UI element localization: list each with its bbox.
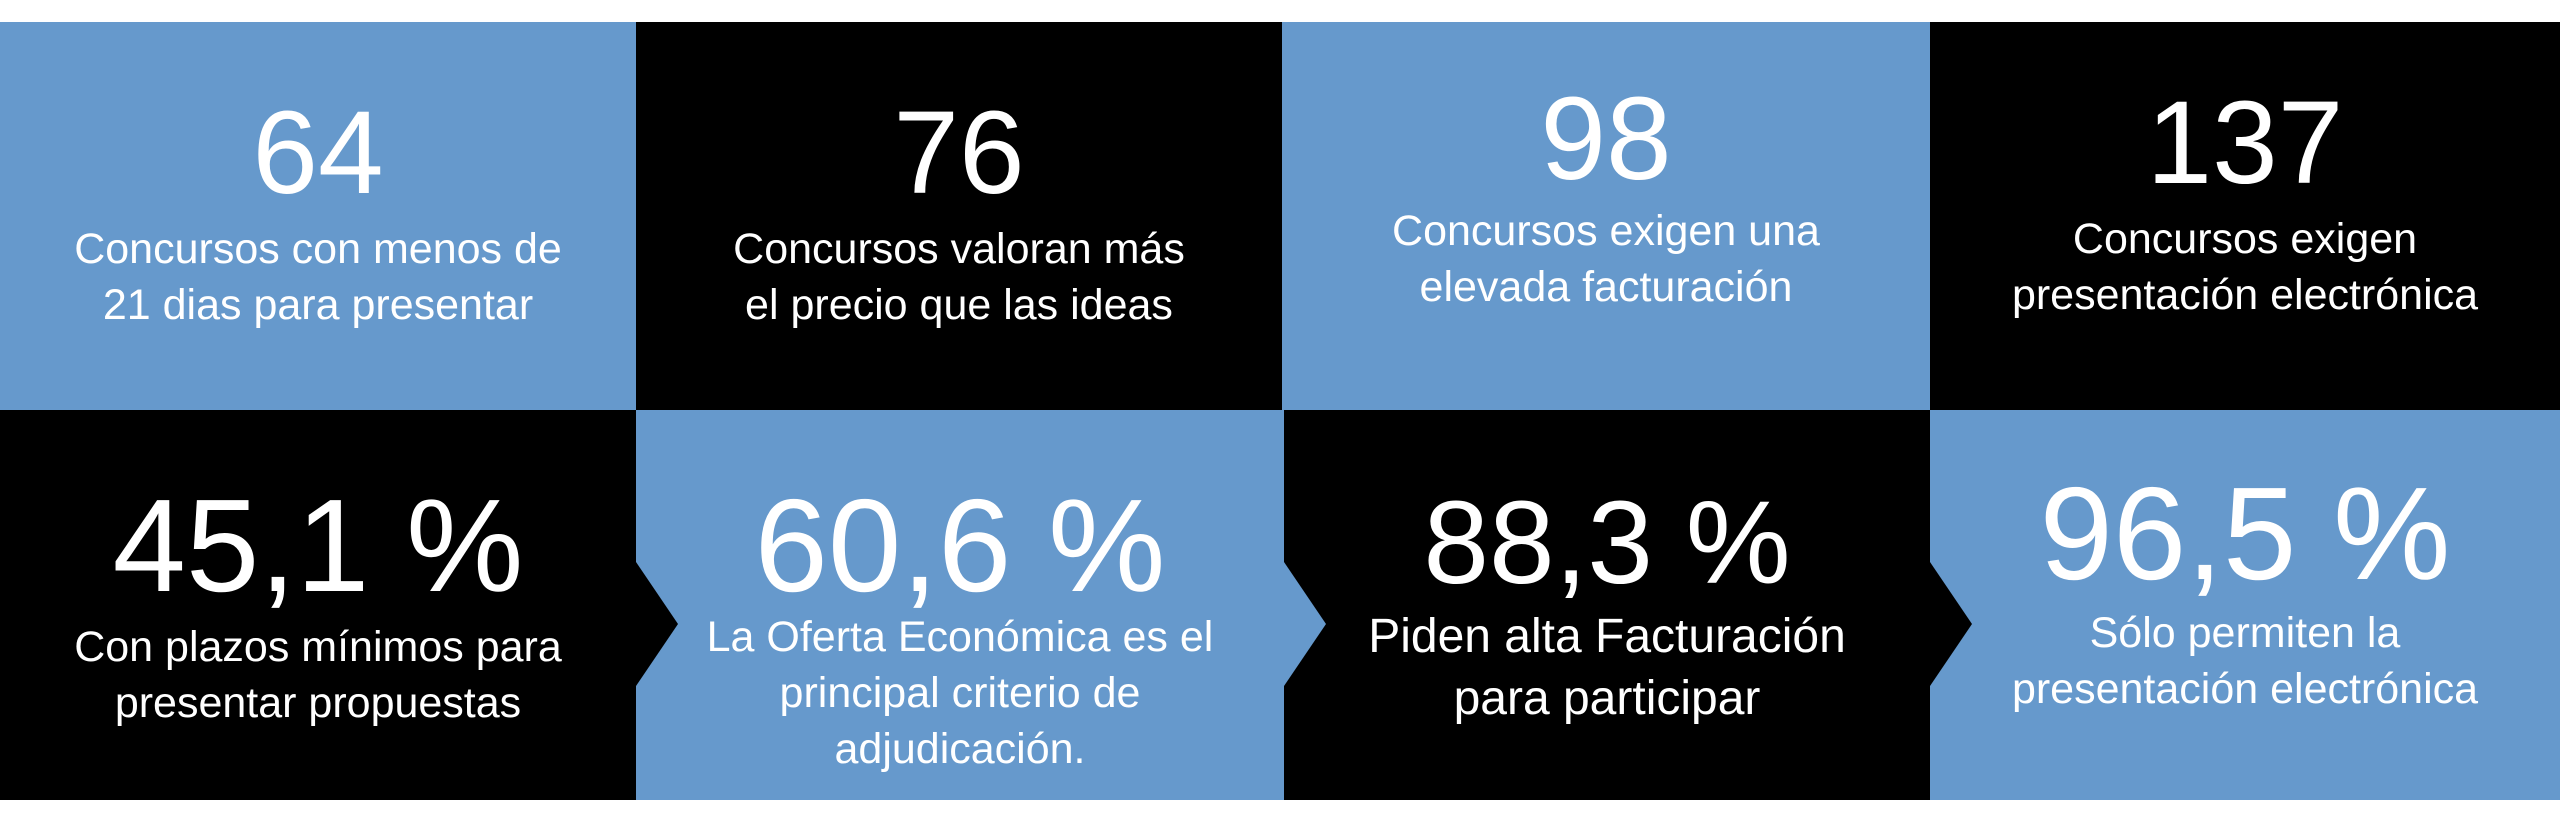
chevron-right-icon <box>1930 562 1972 686</box>
stat-value: 64 <box>252 87 384 219</box>
stat-tile-2: 76 Concursos valoran más el precio que l… <box>636 22 1282 410</box>
stat-description-line: 21 dias para presentar <box>102 280 534 329</box>
stat-value: 96,5 % <box>2039 460 2451 607</box>
chevron-right-icon <box>1930 174 1972 298</box>
stat-value: 98 <box>1540 73 1672 205</box>
stat-tile-8: 96,5 % Sólo permiten la presentación ele… <box>1930 410 2560 800</box>
stat-description-line: La Oferta Económica es el <box>706 613 1214 661</box>
stat-description: Concursos valoran más el precio que las … <box>636 222 1282 334</box>
stat-description-line: Con plazos mínimos para <box>74 623 562 671</box>
stat-description-line: elevada facturación <box>1419 262 1793 311</box>
stat-description-line: presentar propuestas <box>114 678 522 727</box>
stat-description: Concursos exigen una elevada facturación <box>1282 204 1930 316</box>
chevron-right-icon <box>636 562 678 686</box>
stat-tile-7: 88,3 % Piden alta Facturación para parti… <box>1284 410 1930 800</box>
stat-tile-6: 60,6 % La Oferta Económica es el princip… <box>636 410 1284 800</box>
chevron-right-icon <box>1284 562 1326 686</box>
stat-value: 76 <box>893 87 1025 219</box>
stat-description-line: Concursos valoran más <box>733 225 1185 273</box>
stat-description: Concursos exigen presentación electrónic… <box>1930 212 2560 324</box>
stat-description-line: adjudicación. <box>834 724 1086 773</box>
stat-value: 137 <box>2146 77 2344 209</box>
stats-grid: 64 Concursos con menos de 21 dias para p… <box>0 22 2560 800</box>
chevron-right-icon <box>636 174 678 298</box>
stat-description-line: Concursos exigen una <box>1392 207 1820 255</box>
stat-tile-3: 98 Concursos exigen una elevada facturac… <box>1282 22 1930 410</box>
stat-tile-5: 45,1 % Con plazos mínimos para presentar… <box>0 410 636 800</box>
stat-description-line: Sólo permiten la <box>2089 609 2401 657</box>
stat-value: 88,3 % <box>1423 477 1791 609</box>
stat-description-line: para participar <box>1453 672 1761 726</box>
stat-description: Con plazos mínimos para presentar propue… <box>0 620 636 732</box>
stat-value: 60,6 % <box>754 472 1166 619</box>
stat-tile-1: 64 Concursos con menos de 21 dias para p… <box>0 22 636 410</box>
stat-description-line: principal criterio de <box>779 668 1141 717</box>
stat-description: La Oferta Económica es el principal crit… <box>636 610 1284 778</box>
stat-tile-4: 137 Concursos exigen presentación electr… <box>1930 22 2560 410</box>
stat-description-line: presentación electrónica <box>2011 664 2479 713</box>
stat-description-line: Piden alta Facturación <box>1368 610 1846 663</box>
stat-value: 45,1 % <box>112 472 524 619</box>
stat-description: Concursos con menos de 21 dias para pres… <box>0 222 636 334</box>
stat-description-line: el precio que las ideas <box>745 280 1173 329</box>
stat-description-line: Concursos con menos de <box>74 225 562 273</box>
stat-description-line: Concursos exigen <box>2072 215 2418 263</box>
stat-description: Sólo permiten la presentación electrónic… <box>1930 606 2560 718</box>
stat-description: Piden alta Facturación para participar <box>1284 606 1930 731</box>
stat-description-line: presentación electrónica <box>2011 270 2479 319</box>
